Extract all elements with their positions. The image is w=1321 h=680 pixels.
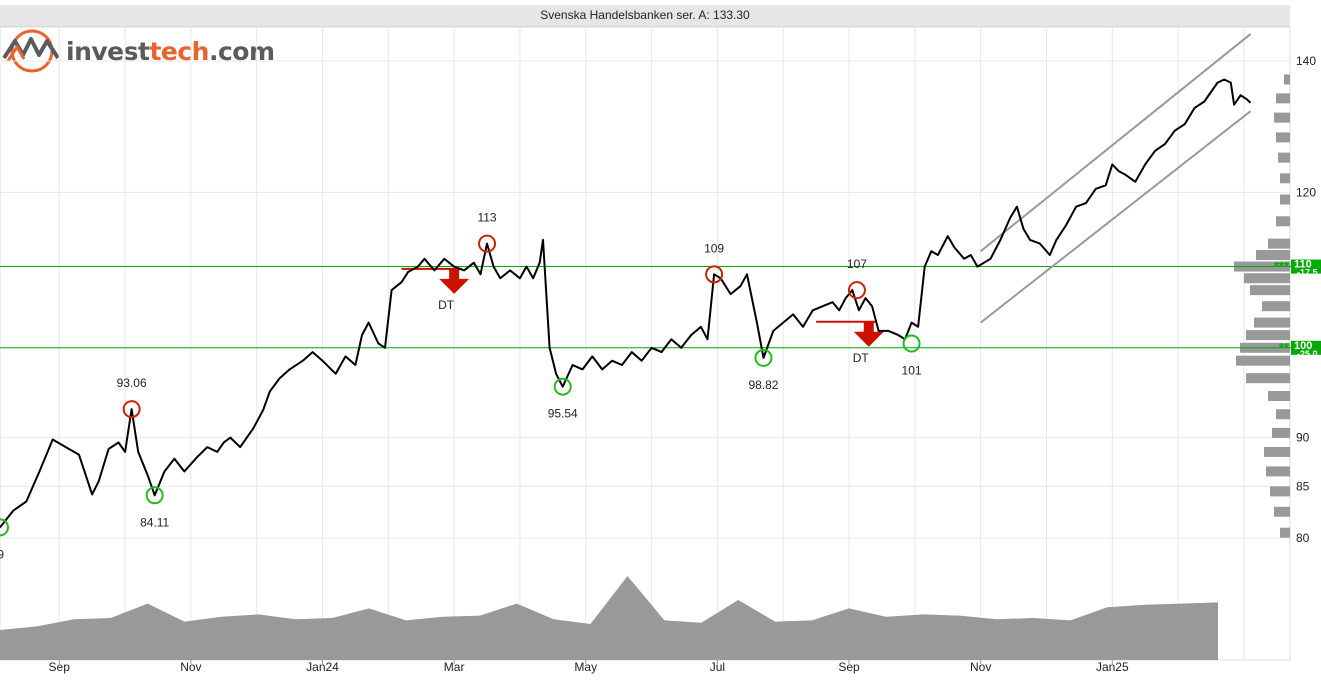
- x-tick-label: Nov: [970, 660, 991, 674]
- y-tick-label: 90: [1296, 431, 1310, 445]
- bottom-value-label: 84.11: [140, 515, 169, 529]
- top-value-label: 93.06: [117, 376, 147, 390]
- top-marker: [478, 234, 497, 253]
- bottom-value-label: 81.69: [0, 547, 4, 561]
- sell-arrow-icon: [439, 268, 470, 294]
- x-tick-label: Jan25: [1096, 660, 1129, 674]
- y-tick-label: 80: [1296, 531, 1310, 545]
- price-histogram-bar: [1266, 466, 1290, 477]
- bottom-marker: [902, 334, 921, 353]
- bottom-value-label: 101: [902, 364, 922, 378]
- price-histogram-bar: [1280, 527, 1290, 538]
- price-histogram-bar: [1278, 152, 1290, 163]
- x-tick-label: Jan24: [306, 660, 339, 674]
- price-histogram-bar: [1276, 409, 1290, 420]
- top-marker: [122, 400, 141, 419]
- support-stars: ***: [1274, 259, 1290, 274]
- support-label-box: [1291, 259, 1321, 274]
- x-tick-label: Jul: [710, 660, 725, 674]
- price-histogram-bar: [1244, 273, 1290, 284]
- bottom-marker: [0, 518, 9, 537]
- plot-frame: [0, 26, 1291, 661]
- price-histogram-bar: [1256, 250, 1290, 261]
- x-tick-label: Sep: [49, 660, 71, 674]
- price-histogram-bar: [1270, 486, 1290, 497]
- price-histogram-bar: [1254, 317, 1290, 328]
- support-percent-label: -25.0: [1297, 349, 1318, 359]
- price-histogram-bar: [1272, 427, 1290, 438]
- top-value-label: 109: [704, 241, 724, 255]
- investtech-logo-icon: [2, 29, 60, 73]
- support-percent-label: -17.5: [1297, 268, 1318, 278]
- price-histogram-bar: [1276, 132, 1290, 143]
- bottom-value-label: 98.82: [748, 378, 778, 392]
- support-level-label: 110: [1294, 259, 1312, 271]
- price-histogram-bar: [1268, 238, 1290, 249]
- price-histogram-bar: [1280, 173, 1290, 184]
- price-histogram-bar: [1268, 391, 1290, 402]
- trend-channel-upper: [980, 33, 1252, 252]
- signal-label: DT: [853, 351, 870, 365]
- volume-area: [0, 576, 1218, 660]
- price-histogram-bar: [1276, 93, 1290, 104]
- bottom-value-label: 95.54: [548, 407, 578, 421]
- price-histogram-bar: [1246, 330, 1290, 341]
- support-level-label: 100: [1294, 340, 1312, 352]
- price-histogram-bar: [1274, 506, 1290, 517]
- trend-channel-lower: [980, 110, 1252, 324]
- price-histogram-bar: [1284, 74, 1290, 85]
- top-value-label: 113: [477, 211, 496, 225]
- price-histogram-bar: [1276, 216, 1290, 227]
- price-histogram-bar: [1250, 285, 1290, 296]
- support-stars: **: [1279, 340, 1290, 355]
- y-tick-label: 120: [1296, 185, 1316, 199]
- sell-arrow-icon: [853, 321, 884, 347]
- price-histogram-bar: [1264, 446, 1290, 457]
- bottom-marker: [754, 348, 773, 367]
- price-histogram-bar: [1262, 301, 1290, 312]
- bottom-marker: [553, 377, 572, 396]
- y-tick-label: 140: [1296, 54, 1316, 68]
- price-histogram-bar: [1236, 355, 1290, 366]
- top-marker: [705, 265, 724, 284]
- x-tick-label: Nov: [180, 660, 201, 674]
- price-histogram-bar: [1246, 373, 1290, 384]
- signal-label: DT: [438, 298, 455, 312]
- bottom-marker: [145, 486, 164, 505]
- price-histogram-bar: [1274, 112, 1290, 123]
- x-tick-label: Sep: [838, 660, 860, 674]
- support-label-box: [1291, 340, 1321, 355]
- y-tick-label: 85: [1296, 479, 1310, 493]
- x-tick-label: May: [574, 660, 597, 674]
- top-value-label: 107: [847, 257, 867, 271]
- top-marker: [847, 281, 866, 300]
- price-line: [0, 78, 1252, 529]
- x-tick-label: Mar: [444, 660, 465, 674]
- price-histogram-bar: [1280, 194, 1290, 205]
